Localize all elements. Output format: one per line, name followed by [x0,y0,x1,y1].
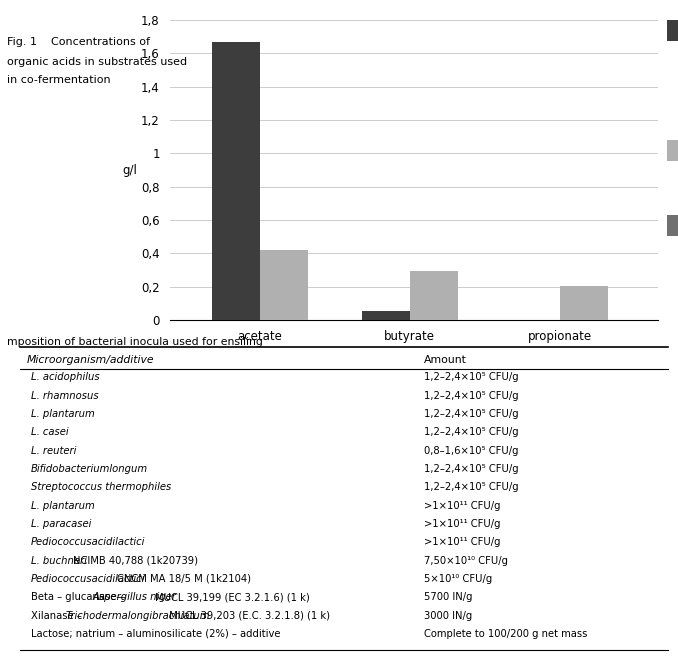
Text: 1,2–2,4×10⁵ CFU/g: 1,2–2,4×10⁵ CFU/g [424,391,519,400]
Text: >1×10¹¹ CFU/g: >1×10¹¹ CFU/g [424,500,500,510]
FancyBboxPatch shape [667,215,678,236]
Text: Trichodermalongibrachiatum: Trichodermalongibrachiatum [66,611,210,620]
Text: L. plantarum: L. plantarum [31,500,94,510]
Text: >1×10¹¹ CFU/g: >1×10¹¹ CFU/g [424,538,500,547]
Text: 1,2–2,4×10⁵ CFU/g: 1,2–2,4×10⁵ CFU/g [424,464,519,474]
Text: L. acidophilus: L. acidophilus [31,372,99,382]
Text: in co-fermentation: in co-fermentation [7,75,111,85]
Bar [212,41,260,320]
Text: 5×10¹⁰ CFU/g: 5×10¹⁰ CFU/g [424,574,492,584]
Text: 3000 IN/g: 3000 IN/g [424,611,472,620]
Text: Streptococcus thermophiles: Streptococcus thermophiles [31,482,171,492]
Text: mposition of bacterial inocula used for ensiling: mposition of bacterial inocula used for … [7,337,262,347]
Text: Beta – glucanase—: Beta – glucanase— [31,592,126,602]
Text: Bifidobacteriumlongum: Bifidobacteriumlongum [31,464,148,474]
Text: 1,2–2,4×10⁵ CFU/g: 1,2–2,4×10⁵ CFU/g [424,482,519,492]
Text: 0,8–1,6×10⁵ CFU/g: 0,8–1,6×10⁵ CFU/g [424,446,518,456]
Text: L. plantarum: L. plantarum [31,409,94,419]
Text: Aspergillus niger: Aspergillus niger [93,592,177,602]
Text: 1,2–2,4×10⁵ CFU/g: 1,2–2,4×10⁵ CFU/g [424,409,519,419]
Text: >1×10¹¹ CFU/g: >1×10¹¹ CFU/g [424,519,500,529]
Text: 1,2–2,4×10⁵ CFU/g: 1,2–2,4×10⁵ CFU/g [424,428,519,437]
Text: NCIMB 40,788 (1k20739): NCIMB 40,788 (1k20739) [73,556,197,566]
Text: Amount: Amount [424,355,466,365]
Text: Pediococcusacidilactici: Pediococcusacidilactici [31,574,145,584]
Bar [410,271,458,320]
Text: L. buchneri: L. buchneri [31,556,86,566]
FancyBboxPatch shape [667,140,678,161]
Text: 5700 IN/g: 5700 IN/g [424,592,473,602]
Text: Xilanase –: Xilanase – [31,611,84,620]
Text: Fig. 1    Concentrations of: Fig. 1 Concentrations of [7,37,150,47]
Text: CNCM MA 18/5 M (1k2104): CNCM MA 18/5 M (1k2104) [117,574,251,584]
Text: L. paracasei: L. paracasei [31,519,91,529]
Bar [560,286,608,320]
Text: L. casei: L. casei [31,428,68,437]
FancyBboxPatch shape [667,20,678,41]
Text: MUCL 39,203 (E.C. 3.2.1.8) (1 k): MUCL 39,203 (E.C. 3.2.1.8) (1 k) [166,611,330,620]
Text: L. reuteri: L. reuteri [31,446,76,456]
Bar [260,250,308,320]
Bar [362,311,410,320]
Y-axis label: g/l: g/l [122,163,137,177]
Text: Lactose; natrium – aluminosilicate (2%) – additive: Lactose; natrium – aluminosilicate (2%) … [31,629,280,639]
Text: MUCL 39,199 (EC 3.2.1.6) (1 k): MUCL 39,199 (EC 3.2.1.6) (1 k) [155,592,310,602]
Text: L. rhamnosus: L. rhamnosus [31,391,98,400]
Text: Pediococcusacidilactici: Pediococcusacidilactici [31,538,145,547]
Text: Complete to 100/200 g net mass: Complete to 100/200 g net mass [424,629,587,639]
Text: 1,2–2,4×10⁵ CFU/g: 1,2–2,4×10⁵ CFU/g [424,372,519,382]
Text: organic acids in substrates used: organic acids in substrates used [7,57,187,67]
Text: 7,50×10¹⁰ CFU/g: 7,50×10¹⁰ CFU/g [424,556,508,566]
Text: Microorganism/additive: Microorganism/additive [27,355,155,365]
